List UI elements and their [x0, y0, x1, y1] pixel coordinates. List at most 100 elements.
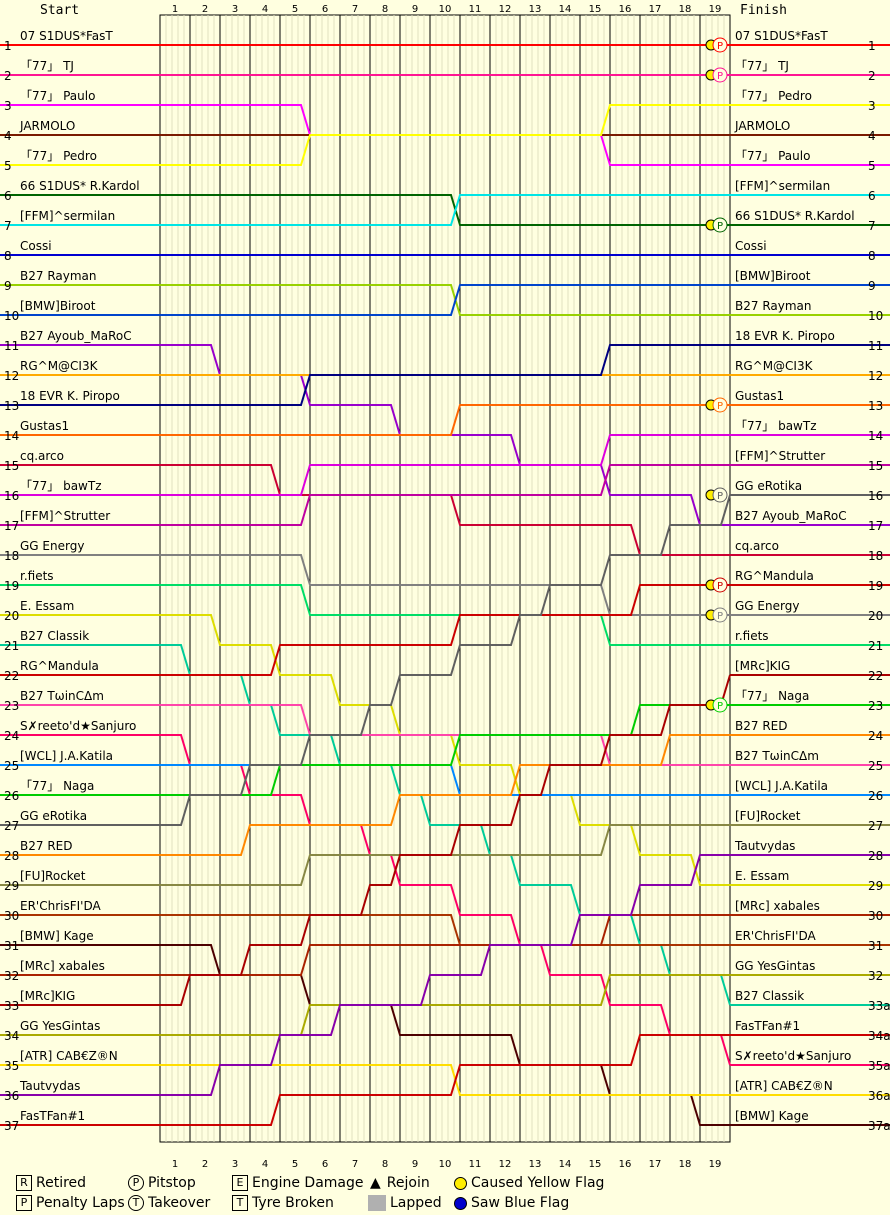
position-tick-right: 33a [868, 999, 890, 1013]
position-tick-right: 8 [868, 249, 876, 263]
start-driver-label: [WCL] J.A.Katila [20, 749, 113, 763]
start-driver-label: B27 TωinCΔm [20, 689, 104, 703]
lap-tick-bottom: 12 [499, 1159, 512, 1170]
finish-driver-label: [WCL] J.A.Katila [735, 779, 828, 793]
driver-line [160, 494, 731, 826]
pitstop-marker-label: P [717, 581, 723, 592]
lap-tick-bottom: 10 [439, 1159, 452, 1170]
position-tick-right: 9 [868, 279, 876, 293]
position-tick-right: 5 [868, 159, 876, 173]
position-tick-left: 18 [4, 549, 19, 563]
position-tick-left: 16 [4, 489, 19, 503]
position-tick-right: 26 [868, 789, 883, 803]
position-tick-left: 10 [4, 309, 19, 323]
lap-tick-top: 9 [412, 4, 418, 15]
lap-tick-top: 6 [322, 4, 328, 15]
finish-driver-label: [FFM]^sermilan [735, 179, 830, 193]
lap-tick-top: 14 [559, 4, 572, 15]
position-tick-left: 34 [4, 1029, 19, 1043]
position-tick-right: 19 [868, 579, 883, 593]
position-tick-right: 7 [868, 219, 876, 233]
lap-tick-top: 17 [649, 4, 662, 15]
position-tick-left: 9 [4, 279, 12, 293]
lap-tick-top: 16 [619, 4, 632, 15]
position-tick-left: 11 [4, 339, 19, 353]
pitstop-marker [712, 217, 728, 233]
lap-tick-bottom: 5 [292, 1159, 298, 1170]
position-tick-right: 35a [868, 1059, 890, 1073]
pitstop-marker-label: P [717, 491, 723, 502]
position-tick-right: 6 [868, 189, 876, 203]
takeover-icon: T [128, 1195, 144, 1211]
legend-penalty: P Penalty Laps [16, 1195, 125, 1211]
start-driver-label: [BMW]Biroot [20, 299, 96, 313]
start-driver-label: 「77」 Naga [20, 779, 94, 793]
finish-driver-label: 「77」 bawTz [735, 419, 817, 433]
position-tick-left: 26 [4, 789, 19, 803]
finish-driver-label: [FFM]^Strutter [735, 449, 825, 463]
lap-tick-top: 11 [469, 4, 482, 15]
pitstop-marker [712, 697, 728, 713]
pitstop-icon: P [128, 1175, 144, 1191]
position-tick-right: 23 [868, 699, 883, 713]
position-tick-right: 32 [868, 969, 883, 983]
lap-tick-bottom: 18 [679, 1159, 692, 1170]
position-tick-left: 5 [4, 159, 12, 173]
lap-tick-top: 8 [382, 4, 388, 15]
finish-label: Finish [740, 3, 787, 18]
lap-tick-bottom: 7 [352, 1159, 358, 1170]
legend-engine: E Engine Damage [232, 1175, 364, 1191]
start-driver-label: RG^Mandula [20, 659, 99, 673]
finish-driver-label: 18 EVR K. Piropo [735, 329, 835, 343]
lap-tick-bottom: 15 [589, 1159, 602, 1170]
lap-tick-top: 10 [439, 4, 452, 15]
lap-tick-bottom: 16 [619, 1159, 632, 1170]
position-tick-left: 35 [4, 1059, 19, 1073]
position-tick-left: 20 [4, 609, 19, 623]
position-tick-left: 23 [4, 699, 19, 713]
start-driver-label: B27 Rayman [20, 269, 97, 283]
lap-tick-top: 3 [232, 4, 238, 15]
start-driver-label: 「77」 Paulo [20, 89, 95, 103]
finish-driver-label: [BMW]Biroot [735, 269, 811, 283]
position-tick-right: 17 [868, 519, 883, 533]
lap-tick-bottom: 6 [322, 1159, 328, 1170]
legend-rejoin-label: Rejoin [386, 1175, 430, 1191]
driver-line [160, 584, 730, 646]
finish-driver-label: RG^Mandula [735, 569, 814, 583]
legend-yellow-label: Caused Yellow Flag [471, 1175, 605, 1191]
lap-tick-top: 13 [529, 4, 542, 15]
position-tick-right: 12 [868, 369, 883, 383]
driver-line [160, 554, 730, 616]
legend-yellow: Caused Yellow Flag [454, 1175, 604, 1191]
lap-tick-bottom: 13 [529, 1159, 542, 1170]
position-tick-left: 31 [4, 939, 19, 953]
pitstop-marker-label: P [717, 701, 723, 712]
start-driver-label: 「77」 TJ [20, 59, 74, 73]
lap-tick-bottom: 2 [202, 1159, 208, 1170]
retired-icon: R [16, 1175, 32, 1191]
position-tick-left: 19 [4, 579, 19, 593]
position-tick-right: 13 [868, 399, 883, 413]
finish-driver-label: Cossi [735, 239, 767, 253]
finish-driver-label: 「77」 Pedro [735, 89, 812, 103]
lap-tick-bottom: 11 [469, 1159, 482, 1170]
position-tick-right: 30 [868, 909, 883, 923]
legend-tyre: T Tyre Broken [232, 1195, 334, 1211]
start-driver-label: cq.arco [20, 449, 64, 463]
start-driver-label: [FU]Rocket [20, 869, 86, 883]
finish-driver-label: 07 S1DUS*FasT [735, 29, 828, 43]
pitstop-marker [712, 397, 728, 413]
finish-driver-label: Tautvydas [734, 839, 795, 853]
driver-line [160, 464, 730, 526]
engine-damage-icon: E [232, 1175, 248, 1191]
start-driver-label: E. Essam [20, 599, 74, 613]
start-driver-label: S✗reeto'd★Sanjuro [20, 719, 136, 733]
tyre-broken-icon: T [232, 1195, 248, 1211]
pitstop-marker [712, 577, 728, 593]
finish-driver-label: 「77」 Naga [735, 689, 809, 703]
finish-driver-label: [ATR] CAB€Z®N [735, 1079, 833, 1093]
legend-penalty-label: Penalty Laps [36, 1195, 125, 1211]
finish-driver-label: r.fiets [735, 629, 769, 643]
legend-pitstop: P Pitstop [128, 1175, 196, 1191]
